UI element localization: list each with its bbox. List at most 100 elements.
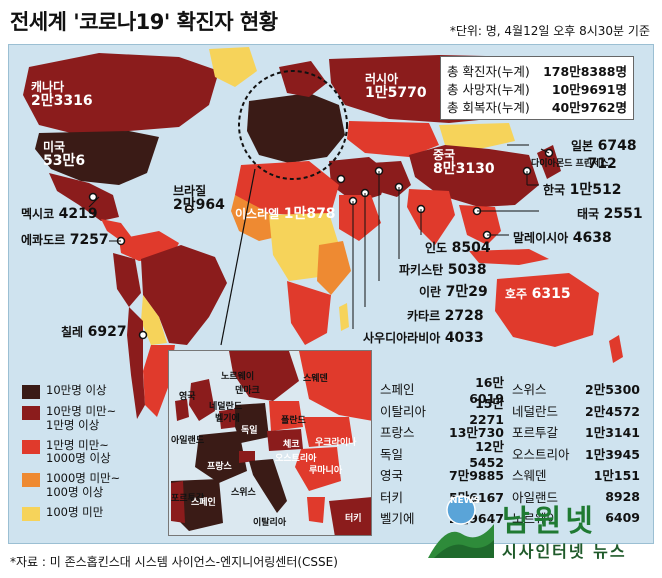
eu-label-ireland: 아일랜드 [171,436,205,446]
europe-inset-shapes [171,351,371,535]
europe-table-right-col: 스위스 2만5300 네덜란드 2만4572 포르투갈 1만3141 오스트리아 1만3… [512,378,640,529]
eu-region-ukraine [303,417,353,447]
region-mexico [49,173,119,221]
total-row-deaths: 총 사망자(누계) 10만9691명 [447,81,627,97]
eu-region-benelux [219,409,237,429]
table-row: 스위스 2만5300 [512,382,640,398]
table-row: 포르투갈 1만3141 [512,425,640,441]
eu-region-turkey [329,497,371,535]
eu-label-norway: 노르웨이 [221,372,255,382]
total-row-recovered: 총 회복자(누계) 40만9762명 [447,99,627,115]
region-new-zealand [609,335,623,363]
marker-israel [336,174,346,184]
eu-label-ukraine: 우크라이나 [315,438,357,448]
table-row: 오스트리아 1만3945 [512,446,640,462]
region-mongolia [439,123,515,149]
region-madagascar [339,303,349,331]
region-central-america [101,219,133,241]
watermark-logo: NEWS 남원넷 시사인터넷 뉴스 [426,494,656,574]
region-india [407,189,455,245]
region-bolivia-paraguay [141,295,167,345]
logo-sub-text: 시사인터넷 뉴스 [502,542,627,561]
table-row: 노르웨이 6409 [512,510,640,527]
eu-region-greece [307,497,325,523]
eu-label-belgium: 벨기에 [215,414,240,424]
legend-item: 10만명 이상 [22,383,152,399]
label-australia: 호주 6315 [505,286,571,302]
europe-callout-line [220,168,256,346]
eu-region-portugal [171,481,185,523]
table-row: 이탈리아 15만2271 [380,396,504,428]
region-europe-core [247,93,345,163]
europe-focus-circle [238,70,348,180]
eu-label-switzerland: 스위스 [231,488,256,498]
eu-region-romania-balkans [295,447,341,491]
eu-label-austria: 오스트리아 [275,454,317,464]
eu-region-france [195,431,247,483]
eu-region-scandinavia [229,351,299,401]
region-usa [35,131,159,185]
logo-mountain-icon [428,495,494,558]
legend-swatch [22,506,40,521]
region-australia [495,273,599,347]
legend-item: 100명 미만 [22,505,152,521]
eu-region-austria-czech [267,429,303,451]
region-canada [23,53,219,135]
total-row-confirmed: 총 확진자(누계) 178만8388명 [447,63,627,79]
eu-region-russia-east [299,351,371,421]
eu-label-spain: 스페인 [191,498,216,508]
logo-main-text: 남원넷 [502,504,597,539]
eu-label-czech: 체코 [283,440,300,450]
eu-label-romania: 루마니아 [309,466,343,476]
region-east-africa [317,241,351,295]
legend-swatch [22,385,40,399]
eu-label-turkey: 터키 [345,514,362,524]
legend-swatch [22,473,40,488]
label-chile: 칠레 6927 [61,324,127,340]
table-row: 스페인 16만6019 [380,374,504,406]
table-row: 영국 7만9885 [380,468,504,484]
label-russia: 러시아 1만5770 [365,72,427,101]
region-argentina [143,345,175,417]
table-row: 스웨덴 1만151 [512,468,640,484]
eu-region-uk [189,379,215,421]
region-brazil [141,245,227,345]
region-saudi [339,195,381,241]
region-southern-africa [287,281,331,345]
eu-label-poland: 폴란드 [281,416,306,426]
eu-region-ireland [175,399,189,421]
table-row: 독일 12만5452 [380,439,504,471]
eu-label-italy: 이탈리아 [253,518,287,528]
label-malaysia: 말레이시아 4638 [513,230,612,246]
region-ecuador-peru [113,253,141,307]
label-canada: 캐나다 2만3316 [31,80,93,109]
global-totals-box: 총 확진자(누계) 178만8388명 총 사망자(누계) 10만9691명 총… [440,56,634,120]
label-qatar: 카타르 2728 [407,308,484,324]
legend-item: 1만명 미만~ 1000명 이상 [22,438,152,467]
eu-label-uk: 영국 [179,392,196,402]
legend-item: 10만명 미만~ 1만명 이상 [22,404,152,433]
label-mexico: 멕시코 4219 [21,206,98,222]
eu-label-france: 프랑스 [207,462,232,472]
table-row: 프랑스 13만730 [380,425,504,441]
eu-label-portugal: 포르투갈 [171,494,205,504]
marker-chile [138,330,148,340]
label-thailand: 태국 2551 [577,206,643,222]
label-japan: 일본 6748 [571,138,637,154]
label-china: 중국 8만3130 [433,148,495,177]
label-brazil: 브라질 2만964 [173,184,225,213]
region-kazakhstan [347,121,439,157]
label-ecuador: 에콰도르 7257 [21,232,109,248]
eu-region-italy [249,459,287,513]
label-india: 인도 8504 [425,240,491,256]
legend-item: 1000명 미만~ 100명 이상 [22,471,152,500]
page-title: 전세계 '코로나19' 확진자 현황 [10,10,278,34]
logo-seal-text: NEWS [450,496,481,506]
eu-label-netherlands: 네덜란드 [209,402,243,412]
source-note: *자료 : 미 존스홉킨스대 시스템 사이언스-엔지니어링센터(CSSE) [10,555,338,569]
region-korea-japan [537,145,561,179]
region-indonesia [469,249,549,265]
europe-inset-map: 노르웨이 스웨덴 영국 덴마크 네덜란드 벨기에 아일랜드 독일 폴란드 체코 … [168,350,372,536]
unit-note: *단위: 명, 4월12일 오후 8시30분 기준 [449,24,650,38]
